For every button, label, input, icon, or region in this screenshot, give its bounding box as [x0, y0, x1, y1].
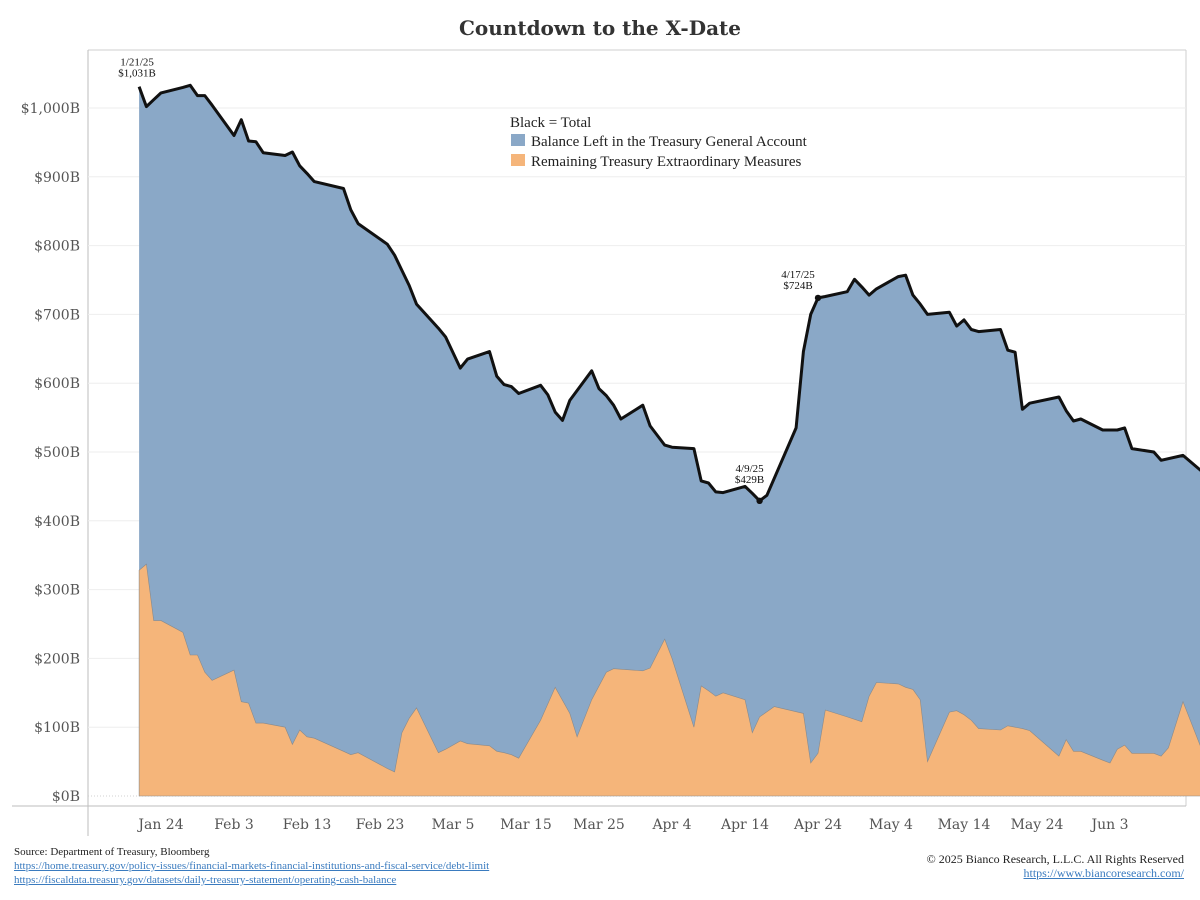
y-tick-label: $500B — [34, 445, 80, 461]
y-tick-label: $100B — [34, 720, 80, 736]
x-tick-label: Mar 5 — [432, 817, 475, 833]
y-tick-label: $900B — [34, 170, 80, 186]
y-tick-label: $700B — [34, 307, 80, 323]
x-tick-label: May 4 — [869, 817, 913, 833]
x-tick-label: Apr 4 — [651, 817, 691, 833]
x-tick-label: Feb 23 — [356, 817, 404, 833]
total-line — [137, 83, 1200, 503]
bianco-site-link[interactable]: https://www.biancoresearch.com/ — [1023, 866, 1184, 880]
y-tick-label: $600B — [34, 376, 80, 392]
x-tick-label: Feb 13 — [283, 817, 331, 833]
legend: Black = Total Balance Left in the Treasur… — [510, 115, 808, 170]
x-tick-label: Mar 15 — [500, 817, 552, 833]
y-tick-label: $1,000B — [21, 101, 80, 117]
x-tick-label: Jan 24 — [136, 817, 183, 833]
footer-credits: © 2025 Bianco Research, L.L.C. All Right… — [927, 852, 1184, 880]
x-tick-label: May 14 — [938, 817, 991, 833]
annotation-date: 1/21/25 — [120, 57, 154, 69]
x-tick-label: Feb 3 — [214, 817, 254, 833]
fiscal-data-link[interactable]: https://fiscaldata.treasury.gov/datasets… — [14, 874, 397, 886]
y-tick-label: $800B — [34, 239, 80, 255]
annotation-dot — [756, 497, 763, 505]
tga-area — [139, 85, 1200, 796]
annotation-value: $1,031B — [118, 68, 156, 80]
x-tick-label: May 24 — [1011, 817, 1064, 833]
chart-title: Countdown to the X-Date — [458, 16, 741, 40]
y-tick-label: $200B — [34, 651, 80, 667]
x-tick-label: Jun 3 — [1089, 817, 1128, 833]
legend-label-extraordinary: Remaining Treasury Extraordinary Measure… — [531, 154, 802, 170]
x-date-chart: $0B $100B $200B $300B $400B $500B $600B $700B $8… — [12, 49, 1200, 836]
x-tick-label: Mar 25 — [573, 817, 625, 833]
legend-swatch-tga — [511, 134, 525, 146]
x-tick-label: Apr 14 — [720, 817, 769, 833]
annotation-dot — [814, 294, 822, 302]
y-tick-label: $0B — [52, 789, 80, 805]
copyright-text: © 2025 Bianco Research, L.L.C. All Right… — [926, 852, 1184, 866]
legend-header: Black = Total — [510, 115, 591, 131]
legend-swatch-extraordinary — [511, 154, 525, 166]
y-tick-label: $400B — [34, 514, 80, 530]
y-tick-label: $300B — [34, 583, 80, 599]
annotation-date: 4/9/25 — [736, 463, 765, 475]
x-tick-label: Apr 24 — [793, 817, 842, 833]
annotation-value: $724B — [783, 280, 812, 292]
footer-sources: Source: Department of Treasury, Bloomber… — [14, 845, 489, 887]
source-text: Source: Department of Treasury, Bloomber… — [14, 846, 210, 858]
legend-label-tga: Balance Left in the Treasury General Acc… — [531, 134, 808, 150]
treasury-debt-limit-link[interactable]: https://home.treasury.gov/policy-issues/… — [14, 860, 490, 872]
extraordinary-measures-area — [138, 563, 1200, 797]
annotation-value: $429B — [735, 474, 764, 486]
annotation-date: 4/17/25 — [781, 269, 815, 281]
